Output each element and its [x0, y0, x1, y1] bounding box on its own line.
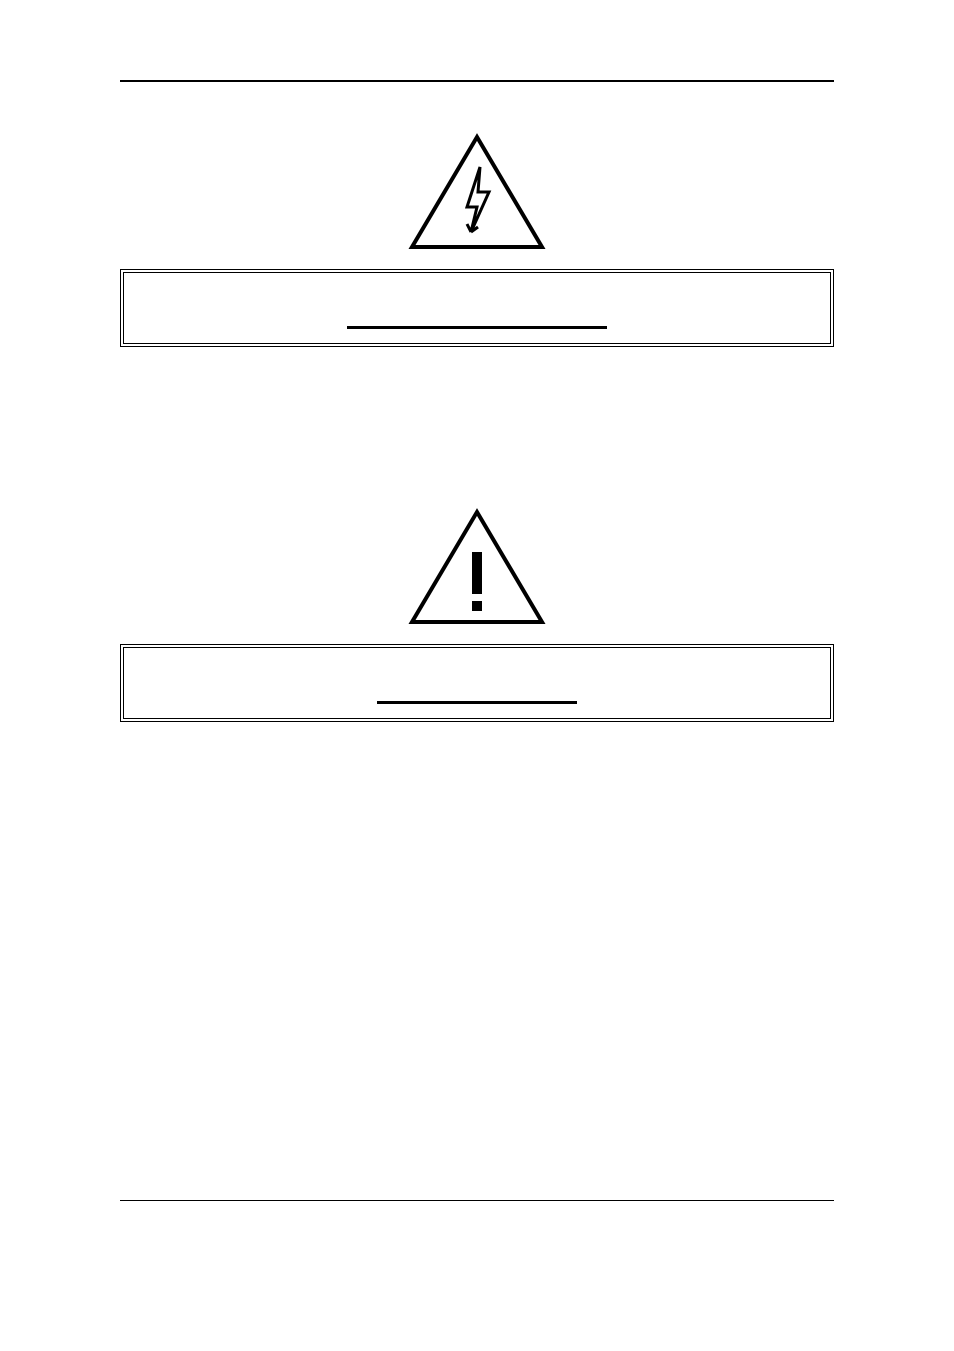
- footer-divider: [120, 1200, 834, 1201]
- exclamation-triangle-icon: [407, 507, 547, 627]
- warning-box-1-underline: [347, 326, 607, 329]
- voltage-warning-icon-container: [120, 132, 834, 257]
- mid-spacer: [120, 407, 834, 507]
- warning-box-1: [120, 269, 834, 347]
- warning-box-2: [120, 644, 834, 722]
- caution-warning-icon-container: [120, 507, 834, 632]
- header-divider: [120, 80, 834, 82]
- document-page: [0, 0, 954, 1351]
- high-voltage-triangle-icon: [407, 132, 547, 252]
- warning-box-2-underline: [377, 701, 577, 704]
